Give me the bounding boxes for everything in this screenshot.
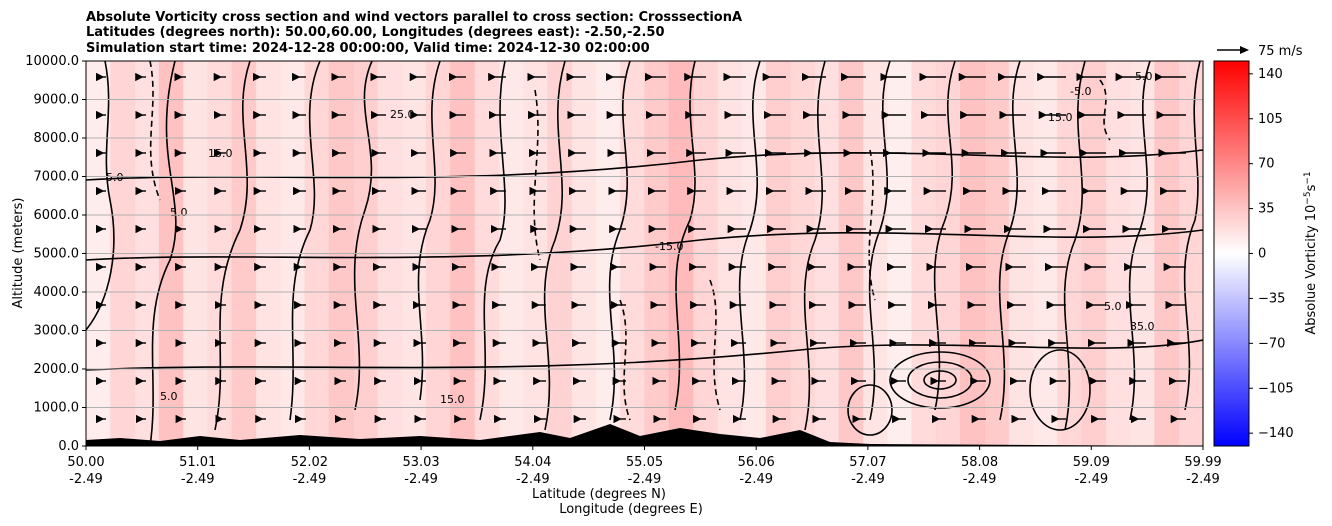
colorbar-tick-label: −105 [1258,381,1294,396]
contour-label-5e: 5.0 [1104,300,1122,313]
colorbar-ticks: 140 105 70 35 0 −35 −70 −105 −140 [1249,67,1294,441]
x-tick-label-lon: -2.49 [293,472,327,487]
title-line-2: Latitudes (degrees north): 50.00,60.00, … [86,25,665,40]
x-tick-label-lat: 51.01 [179,455,216,470]
contour-label-15c: 15.0 [1048,111,1073,124]
x-tick-label-lat: 59.09 [1073,455,1110,470]
colorbar-label: Absolue Vorticity 10−5s−1 [1303,171,1319,334]
x-tick-label-lon: -2.49 [69,472,103,487]
x-tick-label-lat: 56.06 [738,455,775,470]
quiver-key-label: 75 m/s [1258,44,1303,59]
y-tick-label: 2000.0 [34,362,80,377]
contour-label-5c: 5.0 [170,206,188,219]
y-tick-label: 0.0 [58,439,79,454]
x-axis-label-lon: Longitude (degrees E) [559,502,703,517]
colorbar-tick-label: 0 [1258,247,1266,262]
title-line-1: Absolute Vorticity cross section and win… [86,10,742,25]
x-tick-label-lon: -2.49 [628,472,662,487]
x-tick-label-lon: -2.49 [1186,472,1220,487]
negative-contour-lines [149,61,1111,421]
y-tick-label: 6000.0 [34,208,80,223]
x-axis-ticks: 50.00 -2.49 51.01 -2.49 52.02 -2.49 53.03 -2.49… [67,446,1222,487]
y-tick-label: 3000.0 [34,324,80,339]
x-tick-label-lon: -2.49 [851,472,885,487]
y-axis-label: Altitude (meters) [11,198,26,309]
y-tick-label: 8000.0 [34,131,80,146]
x-tick-label-lat: 58.08 [961,455,998,470]
quiver-key: 75 m/s [1217,44,1303,59]
x-tick-label-lat: 52.02 [291,455,328,470]
quiver-key-arrowhead [1240,46,1249,54]
contour-label-35: 35.0 [1130,320,1155,333]
x-tick-label-lon: -2.49 [963,472,997,487]
y-axis-ticks: 0.0 1000.0 2000.0 3000.0 4000.0 5000.0 6000.0 7… [25,54,86,454]
colorbar [1213,60,1250,447]
x-axis-label-lat: Latitude (degrees N) [532,487,666,502]
title-line-3: Simulation start time: 2024-12-28 00:00:… [86,41,650,56]
y-tick-label: 10000.0 [25,54,79,69]
terrain [86,424,1203,446]
contour-label-15: 15.0 [208,147,233,160]
y-tick-label: 1000.0 [34,401,80,416]
wind-vectors [96,72,1186,424]
x-tick-label-lat: 55.05 [626,455,663,470]
colorbar-label-exp: −5 [1303,191,1313,204]
contour-label-neg15: -15.0 [655,240,683,253]
colorbar-label-text: Absolue Vorticity 10 [1304,205,1319,335]
y-gridlines [86,99,1203,408]
x-tick-label-lat: 53.03 [402,455,439,470]
colorbar-tick-label: −35 [1258,291,1285,306]
contour-label-5d: 5.0 [160,390,178,403]
colorbar-label-unit-exp: −1 [1303,171,1313,184]
contour-label-15b: 15.0 [440,393,465,406]
x-tick-label-lon: -2.49 [181,472,215,487]
contour-label-neg5: -5.0 [1070,85,1091,98]
x-tick-label-lon: -2.49 [739,472,773,487]
contour-label-25: 25.0 [390,108,415,121]
colorbar-label-unit: s [1304,184,1319,191]
colorbar-tick-label: −70 [1258,336,1285,351]
y-tick-label: 5000.0 [34,247,80,262]
contour-label-5: 5.0 [106,171,124,184]
contour-lines [86,61,1203,446]
contour-label-group: 5.0 15.0 25.0 35.0 -5.0 -15.0 15.0 15.0 … [106,70,1155,406]
x-tick-label-lat: 57.07 [849,455,886,470]
colorbar-tick-label: 70 [1258,157,1275,172]
x-tick-label-lon: -2.49 [404,472,438,487]
x-tick-label-lat: 50.00 [67,455,104,470]
x-tick-label-lat: 59.99 [1184,455,1221,470]
colorbar-tick-label: 105 [1258,112,1283,127]
x-tick-label-lon: -2.49 [516,472,550,487]
plot-frame [85,60,1204,447]
colorbar-tick-label: 35 [1258,202,1275,217]
x-tick-label-lon: -2.49 [1074,472,1108,487]
colorbar-tick-label: 140 [1258,67,1283,82]
colorbar-tick-label: −140 [1258,426,1294,441]
contour-label-5b: 5.0 [1135,70,1153,83]
y-tick-label: 4000.0 [34,285,80,300]
y-tick-label: 7000.0 [34,170,80,185]
y-tick-label: 9000.0 [34,93,80,108]
x-tick-label-lat: 54.04 [514,455,551,470]
